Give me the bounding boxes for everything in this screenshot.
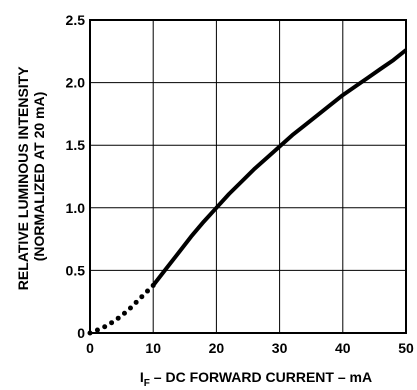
x-tick-label: 50 bbox=[398, 340, 414, 356]
y-tick-label: 0 bbox=[77, 325, 85, 341]
x-tick-label: 10 bbox=[145, 340, 161, 356]
y-axis-label-line1: RELATIVE LUMINOUS INTENSITY bbox=[15, 66, 31, 290]
x-axis-label-text: – DC FORWARD CURRENT – mA bbox=[150, 369, 372, 385]
x-tick-label: 0 bbox=[86, 340, 94, 356]
x-axis-label: IF – DC FORWARD CURRENT – mA bbox=[140, 369, 372, 389]
x-axis-label-subscript: F bbox=[144, 378, 150, 389]
x-tick-label: 20 bbox=[209, 340, 225, 356]
y-axis-label-line2: (NORMALIZED AT 20 mA) bbox=[31, 92, 47, 262]
x-axis-label-symbol: I bbox=[140, 369, 144, 385]
plot-frame bbox=[89, 19, 407, 334]
y-tick-label: 1.5 bbox=[66, 137, 86, 153]
y-axis-label: RELATIVE LUMINOUS INTENSITY (NORMALIZED … bbox=[15, 63, 47, 290]
y-tick-label: 1.0 bbox=[66, 200, 86, 216]
x-tick-label: 40 bbox=[335, 340, 351, 356]
curves bbox=[87, 48, 408, 336]
y-tick-labels: 0 0.5 1.0 1.5 2.0 2.5 bbox=[66, 12, 86, 341]
y-tick-label: 2.0 bbox=[66, 75, 86, 91]
y-tick-label: 0.5 bbox=[66, 262, 86, 278]
y-tick-label: 2.5 bbox=[66, 12, 86, 28]
x-tick-label: 30 bbox=[272, 340, 288, 356]
x-tick-labels: 0 10 20 30 40 50 bbox=[86, 340, 414, 356]
curve-dotted-segment bbox=[87, 282, 156, 336]
curve-solid-segment bbox=[151, 48, 408, 287]
